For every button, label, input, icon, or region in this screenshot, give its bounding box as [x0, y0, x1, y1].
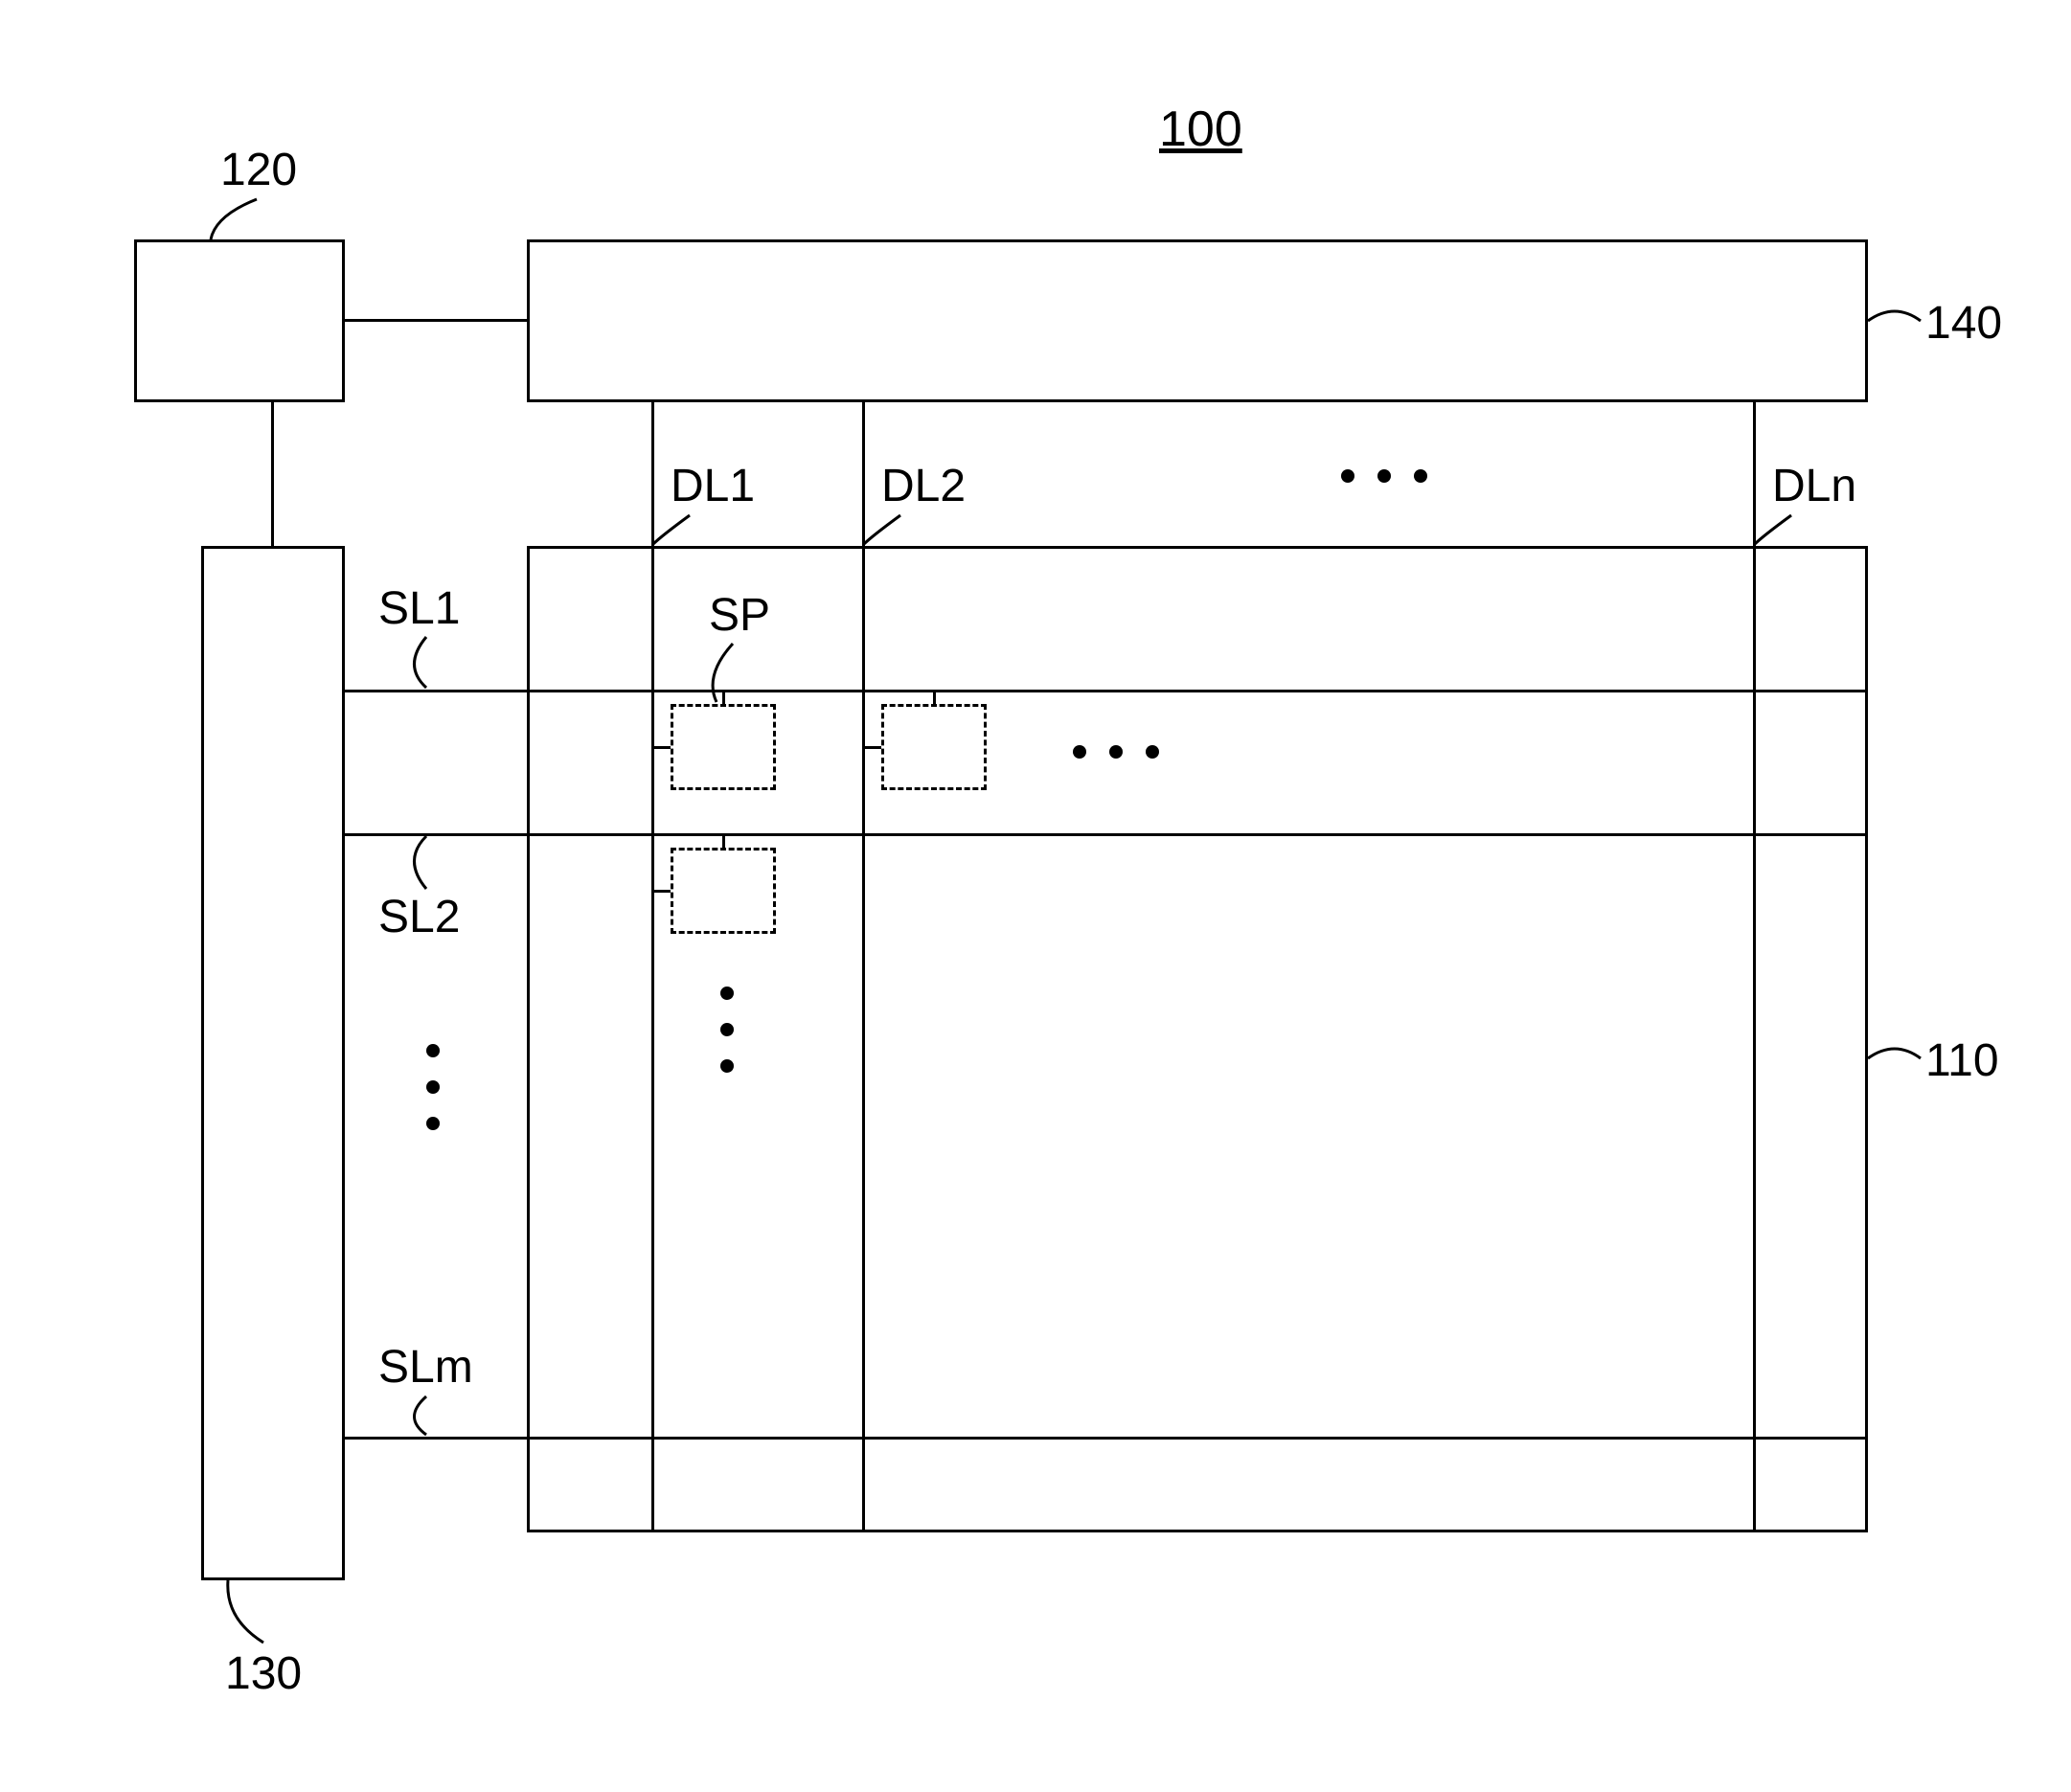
- leader-SP: [699, 639, 738, 707]
- subpixel-SP3: [671, 848, 776, 934]
- ellipsis-dot: [426, 1117, 440, 1130]
- ellipsis-dot: [1109, 745, 1123, 759]
- data-line-DLn: [1753, 402, 1756, 1532]
- stub-h-SP1: [653, 746, 671, 749]
- label-SP: SP: [709, 589, 770, 642]
- data-line-DL1: [651, 402, 654, 1532]
- ref-130: 130: [225, 1647, 302, 1700]
- ref-110: 110: [1925, 1034, 1999, 1087]
- ellipsis-dot: [720, 1023, 734, 1036]
- leader-ref-140: [1863, 297, 1925, 326]
- leader-DL2: [859, 510, 905, 549]
- ellipsis-dot: [1146, 745, 1159, 759]
- ellipsis-dot: [1377, 469, 1391, 483]
- ellipsis-dot: [426, 1080, 440, 1094]
- block-130: [201, 546, 345, 1580]
- leader-SLm: [398, 1392, 431, 1440]
- leader-ref-110: [1863, 1034, 1925, 1063]
- ellipsis-dot: [426, 1044, 440, 1057]
- ellipsis-dot: [1414, 469, 1427, 483]
- ellipsis-dot: [1073, 745, 1086, 759]
- leader-SL1: [398, 632, 431, 692]
- label-DL2: DL2: [881, 460, 966, 512]
- block-140: [527, 239, 1868, 402]
- scan-line-SL1: [345, 690, 1868, 692]
- data-line-DL2: [862, 402, 865, 1532]
- label-SL2: SL2: [378, 891, 460, 943]
- block-120: [134, 239, 345, 402]
- connector-c120_130: [271, 402, 274, 546]
- leader-ref-120: [206, 194, 262, 244]
- stub-v-SP2: [933, 690, 936, 704]
- scan-line-SL2: [345, 833, 1868, 836]
- leader-SL2: [398, 831, 431, 894]
- figure-title: 100: [1159, 101, 1242, 158]
- ellipsis-dot: [720, 987, 734, 1000]
- ellipsis-dot: [720, 1059, 734, 1073]
- diagram-canvas: 100 DL1 DL2 DLn SL1 SL2 SLm SP 120 140 110 130: [0, 0, 2071, 1792]
- leader-DLn: [1750, 510, 1796, 549]
- ref-140: 140: [1925, 297, 2002, 350]
- label-SLm: SLm: [378, 1341, 473, 1394]
- label-SL1: SL1: [378, 582, 460, 635]
- subpixel-SP1: [671, 704, 776, 790]
- leader-ref-130: [220, 1576, 268, 1647]
- scan-line-SLm: [345, 1437, 1868, 1440]
- stub-h-SP2: [864, 746, 881, 749]
- label-DL1: DL1: [671, 460, 755, 512]
- subpixel-SP2: [881, 704, 987, 790]
- ellipsis-dot: [1341, 469, 1354, 483]
- label-DLn: DLn: [1772, 460, 1856, 512]
- stub-h-SP3: [653, 890, 671, 893]
- stub-v-SP3: [722, 833, 725, 848]
- connector-c120_140: [345, 319, 527, 322]
- leader-DL1: [649, 510, 694, 549]
- ref-120: 120: [220, 144, 297, 196]
